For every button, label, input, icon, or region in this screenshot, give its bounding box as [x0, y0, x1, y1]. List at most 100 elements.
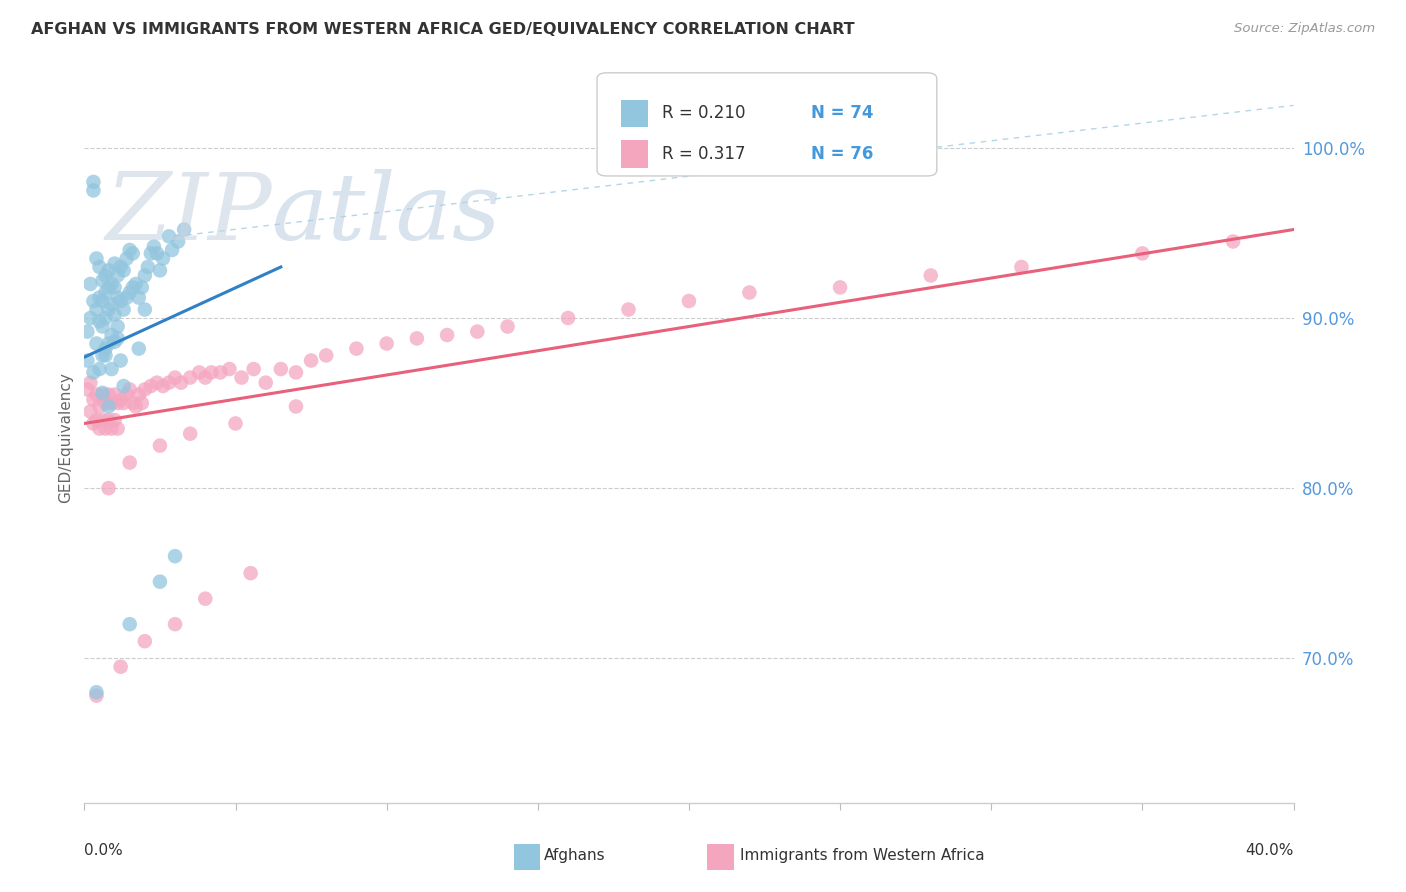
Point — [173, 222, 195, 236]
Point — [91, 385, 114, 400]
Point — [165, 617, 187, 632]
Point — [94, 396, 117, 410]
Point — [91, 274, 114, 288]
Point — [79, 277, 101, 291]
Point — [1130, 246, 1153, 260]
Point — [270, 362, 292, 376]
Point — [104, 308, 127, 322]
Point — [107, 331, 129, 345]
Point — [678, 293, 700, 308]
Point — [112, 302, 135, 317]
Text: atlas: atlas — [271, 169, 502, 259]
Point — [86, 252, 108, 266]
Point — [100, 277, 122, 291]
Point — [170, 376, 193, 390]
Point — [89, 421, 111, 435]
Point — [200, 366, 222, 380]
Point — [112, 379, 135, 393]
Point — [149, 263, 172, 277]
Point — [1011, 260, 1033, 274]
Point — [104, 413, 127, 427]
Point — [104, 280, 127, 294]
Point — [97, 263, 120, 277]
Point — [254, 376, 277, 390]
Point — [76, 383, 98, 397]
Point — [738, 285, 761, 300]
Y-axis label: GED/Equivalency: GED/Equivalency — [58, 372, 73, 502]
Text: AFGHAN VS IMMIGRANTS FROM WESTERN AFRICA GED/EQUIVALENCY CORRELATION CHART: AFGHAN VS IMMIGRANTS FROM WESTERN AFRICA… — [31, 22, 855, 37]
Point — [115, 387, 138, 401]
Point — [97, 400, 120, 414]
Text: Source: ZipAtlas.com: Source: ZipAtlas.com — [1234, 22, 1375, 36]
Point — [86, 387, 108, 401]
Point — [285, 366, 308, 380]
Point — [118, 456, 141, 470]
FancyBboxPatch shape — [707, 844, 734, 870]
Point — [86, 689, 108, 703]
Point — [285, 400, 308, 414]
Point — [557, 311, 579, 326]
Point — [131, 280, 153, 294]
Point — [134, 634, 156, 648]
Point — [94, 311, 117, 326]
Point — [194, 591, 217, 606]
Point — [125, 400, 148, 414]
Point — [100, 328, 122, 343]
Point — [94, 285, 117, 300]
Point — [112, 263, 135, 277]
Point — [82, 392, 104, 407]
Point — [128, 342, 150, 356]
FancyBboxPatch shape — [621, 100, 648, 128]
Text: R = 0.317: R = 0.317 — [662, 145, 745, 162]
Text: ZIP: ZIP — [105, 169, 271, 259]
Text: 0.0%: 0.0% — [84, 843, 124, 858]
Point — [121, 246, 143, 260]
Point — [118, 243, 141, 257]
Point — [152, 252, 174, 266]
Point — [94, 421, 117, 435]
Point — [107, 421, 129, 435]
Point — [89, 314, 111, 328]
Point — [920, 268, 942, 283]
Point — [82, 183, 104, 197]
Point — [1222, 235, 1244, 249]
Point — [128, 387, 150, 401]
Point — [94, 268, 117, 283]
Point — [107, 396, 129, 410]
FancyBboxPatch shape — [513, 844, 540, 870]
Point — [121, 396, 143, 410]
Point — [121, 280, 143, 294]
Point — [100, 396, 122, 410]
Point — [134, 383, 156, 397]
Point — [209, 366, 232, 380]
Point — [128, 291, 150, 305]
Point — [146, 376, 169, 390]
Point — [118, 285, 141, 300]
Point — [97, 280, 120, 294]
Text: N = 74: N = 74 — [811, 104, 873, 122]
Point — [97, 302, 120, 317]
Point — [136, 260, 159, 274]
Point — [104, 387, 127, 401]
Point — [89, 362, 111, 376]
Point — [118, 617, 141, 632]
Point — [194, 370, 217, 384]
Point — [94, 342, 117, 356]
Point — [299, 353, 322, 368]
Point — [79, 311, 101, 326]
Point — [146, 246, 169, 260]
Point — [157, 376, 180, 390]
Point — [107, 291, 129, 305]
Point — [188, 366, 211, 380]
Point — [110, 260, 132, 274]
Point — [110, 353, 132, 368]
Point — [104, 256, 127, 270]
Point — [617, 302, 640, 317]
Point — [82, 293, 104, 308]
Point — [139, 379, 162, 393]
Point — [218, 362, 240, 376]
Point — [89, 400, 111, 414]
Point — [139, 246, 162, 260]
Point — [97, 413, 120, 427]
Point — [152, 379, 174, 393]
